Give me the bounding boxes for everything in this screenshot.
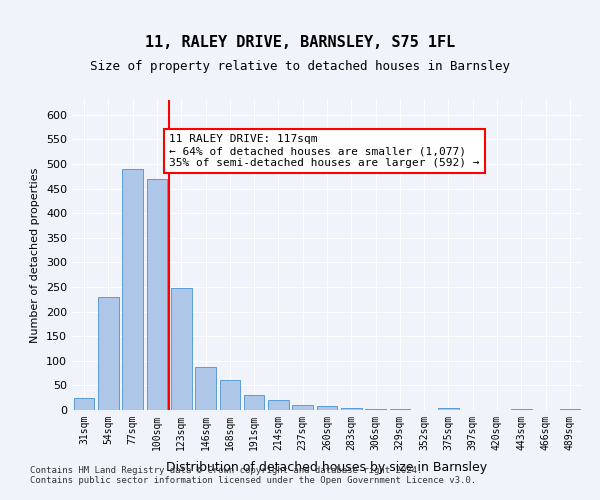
Text: 11 RALEY DRIVE: 117sqm
← 64% of detached houses are smaller (1,077)
35% of semi-: 11 RALEY DRIVE: 117sqm ← 64% of detached… [169, 134, 479, 168]
Text: 11, RALEY DRIVE, BARNSLEY, S75 1FL: 11, RALEY DRIVE, BARNSLEY, S75 1FL [145, 35, 455, 50]
Bar [365, 408, 386, 410]
Bar [244, 395, 265, 410]
Bar [268, 400, 289, 410]
Bar [195, 366, 216, 410]
Bar [341, 408, 362, 410]
Bar [122, 169, 143, 410]
Bar [389, 409, 410, 410]
Bar [171, 288, 191, 410]
Bar [511, 409, 532, 410]
X-axis label: Distribution of detached houses by size in Barnsley: Distribution of detached houses by size … [166, 461, 488, 474]
Text: Contains HM Land Registry data © Crown copyright and database right 2024.
Contai: Contains HM Land Registry data © Crown c… [30, 466, 476, 485]
Bar [560, 409, 580, 410]
Bar [98, 297, 119, 410]
Bar [438, 408, 459, 410]
Bar [292, 405, 313, 410]
Bar [220, 380, 240, 410]
Bar [317, 406, 337, 410]
Bar [146, 178, 167, 410]
Text: Size of property relative to detached houses in Barnsley: Size of property relative to detached ho… [90, 60, 510, 73]
Bar [74, 398, 94, 410]
Y-axis label: Number of detached properties: Number of detached properties [31, 168, 40, 342]
